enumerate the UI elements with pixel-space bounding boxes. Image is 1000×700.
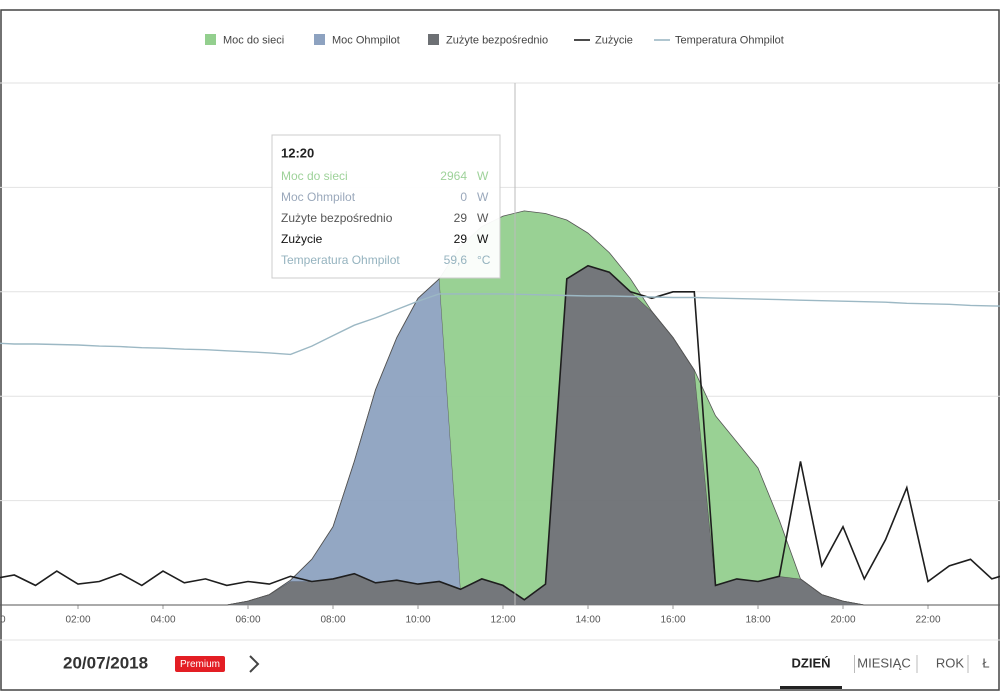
premium-badge bbox=[175, 656, 225, 672]
tooltip-value: 59,6 bbox=[444, 253, 468, 267]
tooltip-name: Zużycie bbox=[281, 232, 323, 246]
legend-label[interactable]: Temperatura Ohmpilot bbox=[675, 34, 784, 46]
next-arrow[interactable] bbox=[249, 655, 260, 673]
tooltip-name: Zużyte bezpośrednio bbox=[281, 211, 393, 225]
tooltip-name: Temperatura Ohmpilot bbox=[281, 253, 400, 267]
tab-label[interactable]: MIESIĄC bbox=[857, 655, 910, 670]
x-tick-label: 18:00 bbox=[745, 615, 770, 626]
x-tick-label: 08:00 bbox=[320, 615, 345, 626]
legend-swatch bbox=[205, 34, 216, 45]
legend-label[interactable]: Zużyte bezpośrednio bbox=[446, 34, 548, 46]
series-line bbox=[0, 293, 1000, 356]
tooltip-box bbox=[271, 134, 501, 279]
tooltip-unit: W bbox=[477, 232, 489, 246]
legend-label[interactable]: Zużycie bbox=[595, 34, 633, 46]
tooltip-title: 12:20 bbox=[281, 145, 314, 160]
legend-swatch bbox=[314, 34, 325, 45]
tooltip-unit: W bbox=[477, 211, 489, 225]
legend-swatch bbox=[428, 34, 439, 45]
x-tick-label: 00:00 bbox=[0, 615, 6, 626]
legend-label[interactable]: Moc Ohmpilot bbox=[332, 34, 400, 46]
date-label[interactable]: 20/07/2018 bbox=[63, 653, 148, 672]
tab-label[interactable]: Ł bbox=[982, 655, 989, 670]
tabs: DZIEŃ MIESIĄC ROK Ł bbox=[780, 655, 990, 689]
series-line bbox=[0, 264, 1000, 601]
x-tick-label: 16:00 bbox=[660, 615, 685, 626]
tooltip-name: Moc do sieci bbox=[281, 169, 348, 183]
premium-label: Premium bbox=[180, 659, 220, 670]
x-tick-label: 22:00 bbox=[915, 615, 940, 626]
legend: Moc do sieci Moc Ohmpilot Zużyte bezpośred… bbox=[205, 34, 784, 46]
x-tick-label: 12:00 bbox=[490, 615, 515, 626]
x-tick-label: 06:00 bbox=[235, 615, 260, 626]
tooltip-unit: °C bbox=[477, 253, 491, 267]
tooltip-unit: W bbox=[477, 169, 489, 183]
legend-label[interactable]: Moc do sieci bbox=[223, 34, 284, 46]
x-tick-label: 04:00 bbox=[150, 615, 175, 626]
tab-label[interactable]: DZIEŃ bbox=[792, 655, 831, 670]
area-edge bbox=[0, 210, 1000, 606]
tooltip-value: 2964 bbox=[440, 169, 467, 183]
area-fill bbox=[0, 210, 1000, 605]
tooltip-name: Moc Ohmpilot bbox=[281, 190, 356, 204]
x-tick-label: 14:00 bbox=[575, 615, 600, 626]
x-tick-label: 10:00 bbox=[405, 615, 430, 626]
tooltip-value: 29 bbox=[454, 232, 468, 246]
x-tick-label: 02:00 bbox=[65, 615, 90, 626]
x-tick-label: 20:00 bbox=[830, 615, 855, 626]
plot-area: 00:00 02:00 04:00 06:00 08:00 10:00 12:00 14:00… bbox=[0, 82, 1000, 626]
tooltip-unit: W bbox=[477, 190, 489, 204]
active-tab-underline bbox=[780, 686, 842, 689]
tooltip-value: 0 bbox=[460, 190, 467, 204]
tab-label[interactable]: ROK bbox=[936, 655, 965, 670]
tooltip-value: 29 bbox=[454, 211, 468, 225]
